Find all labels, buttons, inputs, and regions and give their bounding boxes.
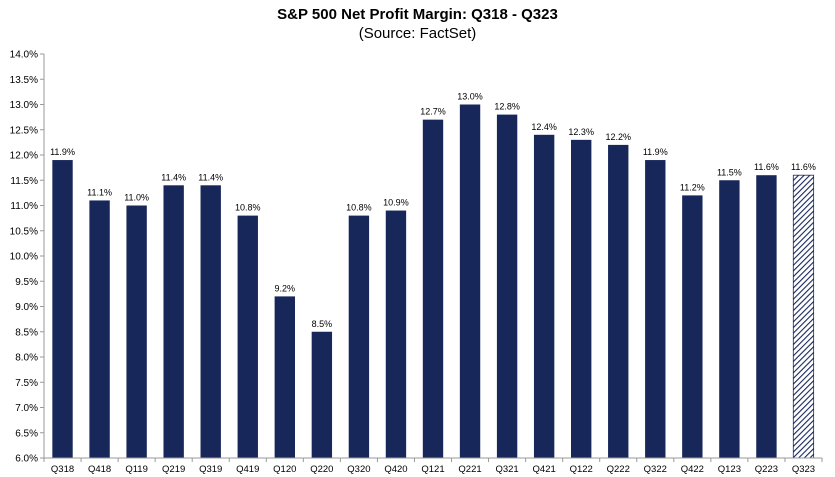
y-tick-label: 10.5% <box>10 226 38 237</box>
x-axis-ticks: Q318 Q418 Q119 Q219 Q319 Q419 Q120 Q220 Q320 Q420… <box>43 458 823 475</box>
x-tick-label-q418: Q418 <box>88 464 111 475</box>
data-label-q119: 11.0% <box>124 193 149 203</box>
x-tick-label-q223: Q223 <box>755 464 778 475</box>
data-label-q219: 11.4% <box>161 172 186 182</box>
bar-q422 <box>682 195 703 458</box>
data-label-q420: 10.9% <box>383 198 409 208</box>
y-tick-label: 11.5% <box>10 176 38 187</box>
x-tick-label-q123: Q123 <box>718 464 741 475</box>
x-tick-label-q321: Q321 <box>495 464 518 475</box>
data-label-q223: 11.6% <box>754 162 779 172</box>
x-tick-label-q320: Q320 <box>347 464 370 475</box>
data-label-q122: 12.3% <box>568 127 594 137</box>
chart-subtitle: (Source: FactSet) <box>358 25 477 42</box>
y-tick-label: 11.0% <box>10 201 38 212</box>
y-tick-label: 12.0% <box>10 151 38 162</box>
data-label-q418: 11.1% <box>87 187 112 197</box>
data-label-q320: 10.8% <box>346 203 372 213</box>
data-label-q323: 11.6% <box>791 162 816 172</box>
bar-q320 <box>348 215 370 458</box>
x-tick-label-q122: Q122 <box>570 464 593 475</box>
data-label-q322: 11.9% <box>643 147 668 157</box>
data-label-q120: 9.2% <box>275 283 296 293</box>
chart-title: S&P 500 Net Profit Margin: Q318 - Q323 <box>277 6 558 23</box>
x-tick-label-q222: Q222 <box>607 464 630 475</box>
x-tick-label-q420: Q420 <box>384 464 407 475</box>
data-label-q318: 11.9% <box>50 147 75 157</box>
data-label-q419: 10.8% <box>235 203 261 213</box>
bar-q323 <box>792 174 815 459</box>
y-tick-label: 8.5% <box>15 327 38 338</box>
x-tick-label-q121: Q121 <box>421 464 444 475</box>
bar-q420 <box>385 210 407 458</box>
y-tick-label: 8.0% <box>15 353 38 364</box>
bar-q322 <box>645 160 666 459</box>
y-tick-label: 10.0% <box>10 252 38 263</box>
bar-q119 <box>126 205 147 458</box>
bar-q221 <box>459 104 481 458</box>
x-tick-label-q421: Q421 <box>533 464 556 475</box>
x-tick-label-q323: Q323 <box>792 464 815 475</box>
y-tick-label: 7.5% <box>15 378 38 389</box>
y-tick-label: 13.5% <box>10 75 38 86</box>
data-label-q221: 13.0% <box>457 92 483 102</box>
y-tick-label: 6.5% <box>15 428 38 439</box>
data-label-q321: 12.8% <box>494 102 520 112</box>
y-tick-label: 12.5% <box>10 125 38 136</box>
data-label-q319: 11.4% <box>198 172 223 182</box>
data-label-q121: 12.7% <box>420 107 446 117</box>
bar-q121 <box>422 119 444 459</box>
x-tick-label-q220: Q220 <box>310 464 333 475</box>
x-tick-label-q319: Q319 <box>199 464 222 475</box>
bar-q419 <box>237 215 258 458</box>
x-tick-label-q322: Q322 <box>644 464 667 475</box>
bar-q123 <box>719 180 740 458</box>
bar-q219 <box>163 185 184 459</box>
data-labels: 11.9% 11.1% 11.0% 11.4% 11.4% 10.8% 9.2% 8.5% 10… <box>50 92 816 329</box>
y-tick-label: 7.0% <box>15 403 38 414</box>
y-tick-label: 13.0% <box>10 100 38 111</box>
data-label-q123: 11.5% <box>717 167 742 177</box>
bar-q120 <box>274 296 295 458</box>
bar-q220 <box>311 331 333 458</box>
bar-q418 <box>89 200 110 458</box>
x-tick-label-q221: Q221 <box>458 464 481 475</box>
x-tick-label-q119: Q119 <box>125 464 148 475</box>
x-tick-label-q120: Q120 <box>273 464 296 475</box>
y-tick-label: 6.0% <box>15 454 38 465</box>
bar-q421 <box>533 134 555 459</box>
y-axis-ticks: 6.0% 6.5% 7.0% 7.5% 8.0% 8.5% 9.0% 9.5% 10.0% 10.… <box>10 50 44 465</box>
x-tick-label-q419: Q419 <box>236 464 259 475</box>
bar-q318 <box>52 160 73 459</box>
y-tick-label: 9.5% <box>15 277 38 288</box>
x-tick-label-q318: Q318 <box>51 464 74 475</box>
y-tick-label: 14.0% <box>10 50 38 61</box>
x-tick-label-q422: Q422 <box>681 464 704 475</box>
bar-q222 <box>608 144 629 458</box>
data-label-q220: 8.5% <box>312 319 333 329</box>
data-label-q421: 12.4% <box>531 122 557 132</box>
bar-q319 <box>200 185 221 459</box>
y-tick-label: 9.0% <box>15 302 38 313</box>
bar-q321 <box>496 114 518 458</box>
bar-q223 <box>756 175 777 458</box>
x-tick-label-q219: Q219 <box>162 464 185 475</box>
bars <box>52 104 815 459</box>
data-label-q422: 11.2% <box>680 182 705 192</box>
data-label-q222: 12.2% <box>605 132 631 142</box>
bar-q122 <box>571 139 592 458</box>
